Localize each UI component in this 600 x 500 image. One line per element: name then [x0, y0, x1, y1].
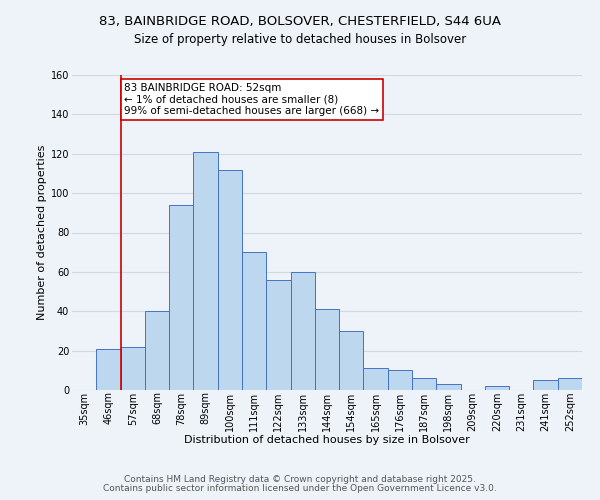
Bar	[364, 368, 388, 390]
Text: Size of property relative to detached houses in Bolsover: Size of property relative to detached ho…	[134, 32, 466, 46]
Bar	[169, 205, 193, 390]
Bar	[315, 310, 339, 390]
Bar	[121, 346, 145, 390]
Bar	[485, 386, 509, 390]
Y-axis label: Number of detached properties: Number of detached properties	[37, 145, 47, 320]
Bar	[436, 384, 461, 390]
Bar	[412, 378, 436, 390]
Bar	[266, 280, 290, 390]
Text: 83, BAINBRIDGE ROAD, BOLSOVER, CHESTERFIELD, S44 6UA: 83, BAINBRIDGE ROAD, BOLSOVER, CHESTERFI…	[99, 15, 501, 28]
Text: Contains HM Land Registry data © Crown copyright and database right 2025.: Contains HM Land Registry data © Crown c…	[124, 475, 476, 484]
X-axis label: Distribution of detached houses by size in Bolsover: Distribution of detached houses by size …	[184, 435, 470, 445]
Text: 83 BAINBRIDGE ROAD: 52sqm
← 1% of detached houses are smaller (8)
99% of semi-de: 83 BAINBRIDGE ROAD: 52sqm ← 1% of detach…	[124, 83, 379, 116]
Bar	[218, 170, 242, 390]
Bar	[533, 380, 558, 390]
Bar	[339, 331, 364, 390]
Text: Contains public sector information licensed under the Open Government Licence v3: Contains public sector information licen…	[103, 484, 497, 493]
Bar	[558, 378, 582, 390]
Bar	[96, 348, 121, 390]
Bar	[242, 252, 266, 390]
Bar	[290, 272, 315, 390]
Bar	[388, 370, 412, 390]
Bar	[193, 152, 218, 390]
Bar	[145, 311, 169, 390]
